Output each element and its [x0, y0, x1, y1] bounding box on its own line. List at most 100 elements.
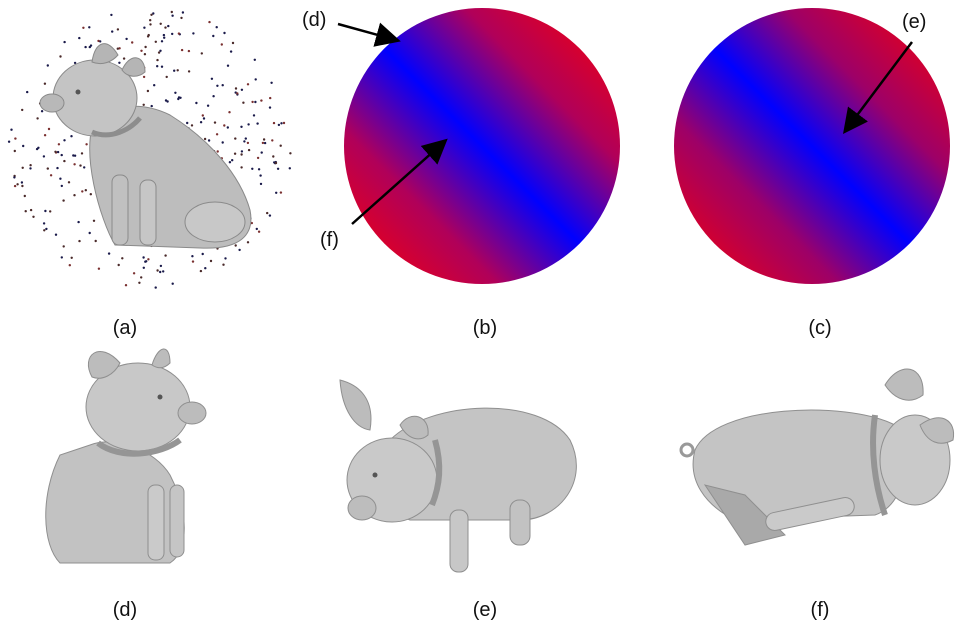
panel-c: (e) — [640, 0, 958, 300]
sample-point — [199, 269, 203, 273]
callout-label-d: (d) — [302, 9, 327, 31]
callout-label-f: (f) — [320, 229, 339, 251]
sample-point — [191, 255, 194, 258]
caption-b: (b) — [472, 317, 498, 339]
sample-point — [202, 117, 206, 120]
sample-point — [228, 161, 232, 164]
sample-point — [238, 248, 241, 252]
sample-point — [256, 156, 260, 160]
sample-point — [268, 106, 272, 109]
sample-point — [37, 146, 40, 149]
sample-point — [153, 84, 156, 87]
sample-point — [170, 10, 173, 14]
sample-point — [223, 31, 226, 35]
sample-point — [234, 244, 237, 247]
sample-point — [177, 32, 181, 35]
sample-point — [221, 141, 224, 144]
sample-point — [282, 121, 286, 125]
sample-point — [45, 227, 48, 231]
view-sphere-b — [344, 8, 620, 284]
sample-point — [162, 33, 166, 37]
sample-point — [60, 256, 63, 259]
sample-point — [247, 148, 251, 152]
sample-point — [21, 166, 24, 169]
sample-point — [199, 121, 203, 124]
sample-point — [43, 134, 47, 137]
sample-point — [13, 184, 17, 188]
sample-point — [247, 123, 250, 126]
sample-point — [143, 26, 146, 29]
sample-point — [242, 101, 245, 104]
panel-f — [675, 355, 958, 585]
sample-point — [20, 181, 24, 184]
sample-point — [13, 176, 16, 179]
sample-point — [173, 69, 176, 72]
sample-point — [70, 135, 73, 138]
sample-point — [121, 257, 124, 260]
sample-point — [159, 22, 162, 25]
sample-point — [186, 121, 189, 125]
sample-point — [16, 183, 19, 186]
sample-point — [143, 53, 147, 56]
sample-point — [171, 32, 174, 36]
sample-point — [163, 36, 166, 39]
sample-point — [47, 127, 51, 131]
sample-point — [94, 239, 97, 243]
sample-point — [146, 89, 150, 93]
sample-point — [201, 114, 204, 117]
sample-point — [57, 143, 61, 146]
sample-point — [275, 191, 278, 194]
sample-point — [272, 121, 276, 125]
sample-point — [63, 139, 66, 142]
sample-point — [261, 141, 265, 145]
sample-point — [14, 137, 17, 140]
caption-c: (c) — [808, 317, 832, 339]
sample-point — [43, 229, 46, 232]
sample-point — [149, 23, 152, 26]
view-sphere-c — [674, 8, 950, 284]
sample-point — [157, 51, 161, 54]
sample-point — [42, 155, 46, 158]
sample-point — [23, 194, 26, 198]
sample-point — [154, 40, 157, 43]
sample-point — [289, 152, 292, 155]
sample-point — [36, 117, 39, 120]
sample-point — [13, 149, 16, 153]
sample-point — [207, 139, 211, 142]
sample-point — [262, 138, 266, 141]
sample-point — [62, 245, 65, 248]
sample-point — [253, 58, 256, 61]
sample-point — [40, 110, 44, 113]
sample-point — [257, 230, 261, 233]
sample-point — [97, 39, 100, 43]
sample-point — [160, 65, 164, 68]
sample-point — [216, 84, 219, 88]
panel-d — [20, 335, 230, 575]
sample-point — [240, 88, 244, 92]
sample-point — [266, 211, 269, 215]
sample-point — [288, 167, 291, 170]
sample-point — [32, 215, 35, 218]
panel-a — [0, 0, 300, 300]
caption-e: (e) — [472, 599, 498, 621]
sample-point — [132, 272, 136, 275]
sample-point — [149, 19, 152, 22]
sample-point — [270, 81, 273, 85]
sample-point — [263, 141, 267, 145]
sample-point — [181, 11, 185, 14]
sample-point — [118, 47, 121, 50]
sample-point — [154, 286, 157, 289]
sample-point — [236, 92, 239, 95]
callout-arrow-f — [351, 138, 448, 225]
caption-d: (d) — [112, 599, 138, 621]
sample-point — [111, 30, 114, 33]
sample-point — [234, 137, 237, 140]
sample-point — [73, 61, 77, 65]
sample-point — [43, 82, 47, 85]
caption-f: (f) — [810, 599, 830, 621]
sample-point — [222, 263, 225, 266]
sample-point — [231, 41, 235, 45]
sample-point — [81, 190, 84, 193]
sample-point — [179, 96, 182, 100]
panel-c-graphic — [674, 8, 950, 284]
